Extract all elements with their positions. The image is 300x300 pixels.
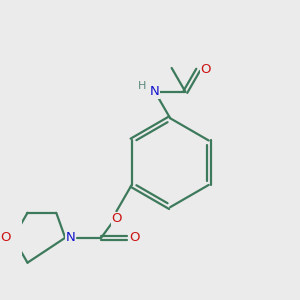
Text: H: H bbox=[138, 81, 146, 91]
Text: O: O bbox=[200, 63, 211, 76]
Text: O: O bbox=[111, 212, 122, 226]
Text: O: O bbox=[129, 231, 140, 244]
Text: N: N bbox=[150, 85, 160, 98]
Text: O: O bbox=[0, 231, 11, 244]
Text: N: N bbox=[66, 231, 76, 244]
